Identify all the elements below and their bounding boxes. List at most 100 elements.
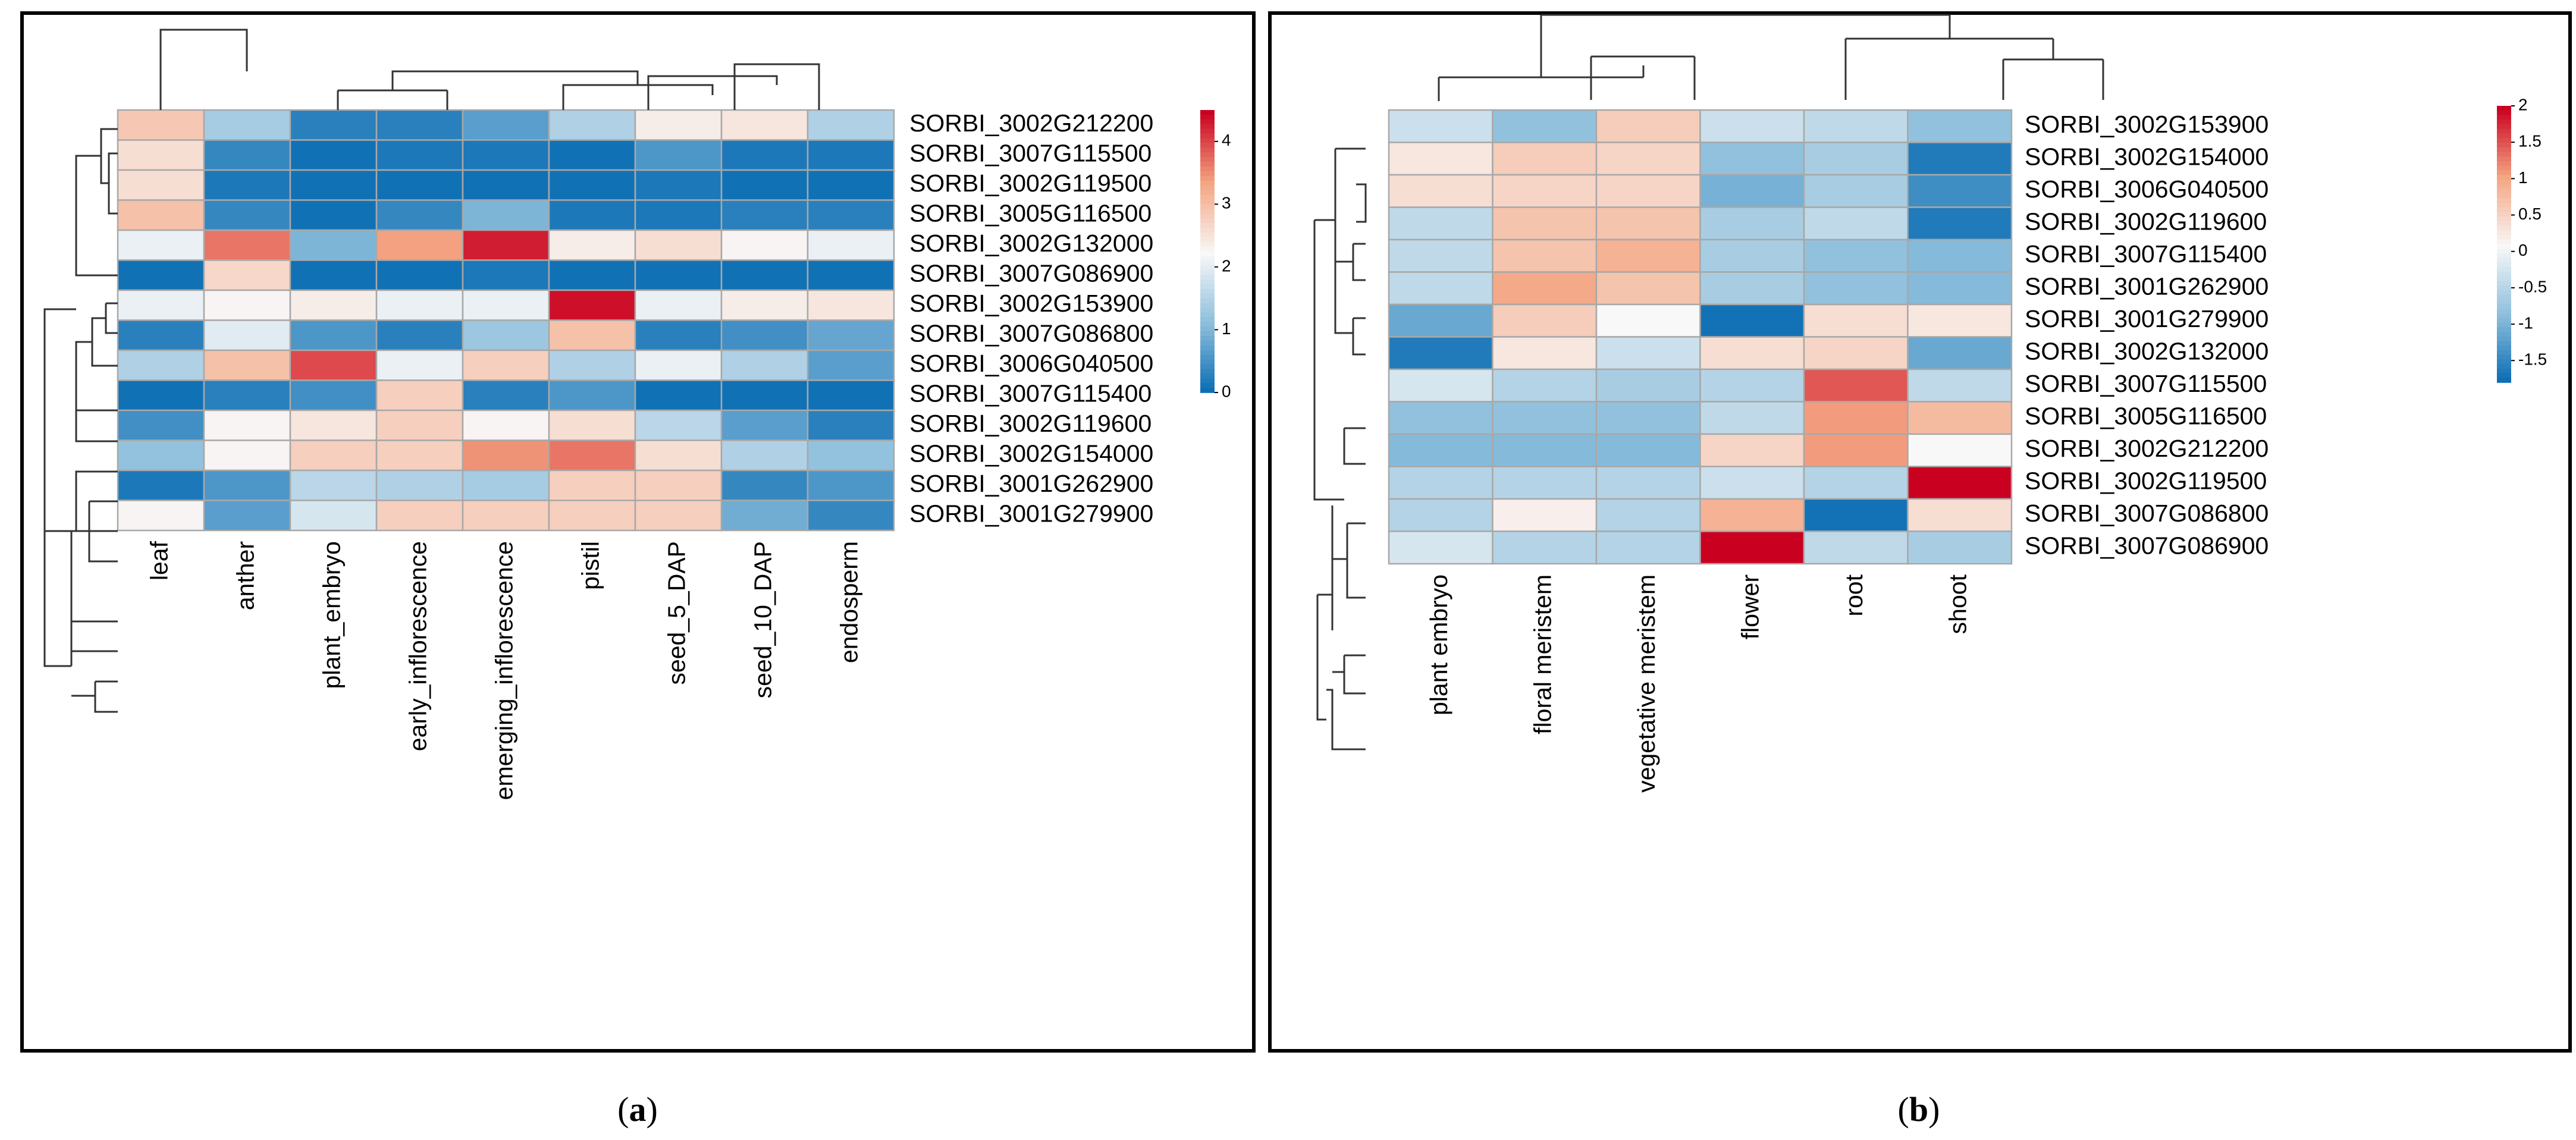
heatmap-cell bbox=[548, 229, 636, 261]
row-label: SORBI_3002G119500 bbox=[2025, 467, 2267, 495]
legend-swatch bbox=[2497, 202, 2511, 208]
heatmap-cell bbox=[462, 349, 550, 381]
legend-swatch bbox=[1200, 209, 1215, 214]
legend-swatch bbox=[2497, 253, 2511, 259]
row-label: SORBI_3007G086800 bbox=[2025, 500, 2268, 527]
row-label: SORBI_3002G212200 bbox=[909, 109, 1153, 137]
row-dendrogram-a bbox=[43, 128, 118, 713]
row-label: SORBI_3007G115500 bbox=[909, 140, 1151, 167]
legend-swatch bbox=[1200, 152, 1215, 158]
legend-swatch bbox=[2497, 184, 2511, 190]
heatmap-cell bbox=[720, 289, 809, 321]
heatmap-cell bbox=[1907, 303, 2013, 338]
row-label: SORBI_3002G154000 bbox=[2025, 143, 2268, 171]
legend-swatch bbox=[1200, 350, 1215, 356]
legend-swatch bbox=[1200, 171, 1215, 177]
legend-swatch bbox=[1200, 119, 1215, 125]
legend-swatch bbox=[2497, 262, 2511, 268]
heatmap-b: SORBI_3002G153900 SORBI_3002G154000 SORBI_… bbox=[1388, 95, 2547, 793]
heatmap-cell bbox=[117, 409, 205, 441]
column-label: anther bbox=[231, 541, 259, 610]
panel-a-frame bbox=[20, 11, 1256, 1053]
legend-swatch bbox=[2497, 239, 2511, 245]
legend-swatch bbox=[2497, 244, 2511, 250]
legend-swatch bbox=[1200, 307, 1215, 313]
legend-swatch bbox=[2497, 373, 2511, 379]
heatmap-cell bbox=[634, 199, 723, 231]
legend-swatch bbox=[1200, 345, 1215, 351]
heatmap-cell bbox=[807, 469, 895, 501]
legend-swatch bbox=[2497, 378, 2511, 383]
heatmap-cell bbox=[375, 409, 464, 441]
heatmap-cell bbox=[634, 439, 723, 472]
legend-swatch bbox=[1200, 256, 1215, 262]
legend-swatch bbox=[1200, 331, 1215, 337]
heatmap-cell bbox=[203, 469, 291, 501]
legend-swatch bbox=[2497, 350, 2511, 356]
legend-swatch bbox=[2497, 309, 2511, 314]
heatmap-cell bbox=[1907, 206, 2013, 241]
heatmap-cell bbox=[203, 439, 291, 472]
legend-swatch bbox=[1200, 223, 1215, 228]
heatmap-cell bbox=[1803, 271, 1909, 306]
heatmap-cell bbox=[375, 469, 464, 501]
legend-swatch bbox=[2497, 133, 2511, 139]
heatmap-cell bbox=[375, 500, 464, 532]
legend-swatch bbox=[2497, 272, 2511, 277]
heatmap-cell bbox=[1803, 238, 1909, 273]
heatmap-cell bbox=[634, 139, 723, 171]
legend-swatch bbox=[2497, 285, 2511, 291]
legend-swatch bbox=[2497, 207, 2511, 213]
heatmap-cell bbox=[807, 409, 895, 441]
heatmap-cell bbox=[1803, 206, 1909, 241]
row-label: SORBI_3007G115400 bbox=[909, 380, 1151, 407]
heatmap-cell bbox=[1595, 530, 1701, 565]
column-dendrogram-b bbox=[1438, 14, 2104, 101]
legend-swatch bbox=[1200, 190, 1215, 196]
heatmap-cell bbox=[1907, 530, 2013, 565]
legend-swatch bbox=[1200, 284, 1215, 290]
heatmap-cell bbox=[1492, 238, 1598, 273]
heatmap-cell bbox=[1699, 303, 1805, 338]
heatmap-cell bbox=[1388, 109, 1493, 143]
legend-swatch bbox=[2497, 170, 2511, 176]
heatmap-cell bbox=[1595, 433, 1701, 467]
legend-tick-label: -0.5 bbox=[2518, 277, 2547, 296]
heatmap-cell bbox=[117, 500, 205, 532]
heatmap-cell bbox=[462, 379, 550, 412]
column-label: flower bbox=[1737, 574, 1764, 639]
heatmap-cell bbox=[117, 199, 205, 231]
legend-swatch bbox=[2497, 152, 2511, 158]
row-label: SORBI_3002G132000 bbox=[2025, 338, 2268, 365]
legend-swatch bbox=[2497, 368, 2511, 374]
legend-swatch bbox=[1200, 298, 1215, 304]
heatmap-cell bbox=[117, 379, 205, 412]
heatmap-cell bbox=[634, 469, 723, 501]
legend-swatch bbox=[1200, 138, 1215, 144]
heatmap-cell bbox=[1388, 271, 1493, 306]
legend-swatch bbox=[2497, 165, 2511, 171]
legend-swatch bbox=[2497, 267, 2511, 272]
heatmap-cell bbox=[375, 349, 464, 381]
heatmap-cell bbox=[1388, 498, 1493, 532]
heatmap-cell bbox=[1699, 271, 1805, 306]
legend-swatch bbox=[1200, 373, 1215, 379]
row-label: SORBI_3005G116500 bbox=[909, 200, 1151, 227]
legend-swatch bbox=[1200, 241, 1215, 247]
caption-a: (a) bbox=[617, 1090, 658, 1129]
legend-tick-label: 3 bbox=[1222, 194, 1231, 212]
heatmap-cell bbox=[1803, 530, 1909, 565]
heatmap-cell bbox=[289, 139, 378, 171]
legend-swatch bbox=[1200, 246, 1215, 252]
column-label: early_inflorescence bbox=[404, 541, 431, 751]
legend-swatch bbox=[1200, 326, 1215, 332]
legend-swatch bbox=[1200, 227, 1215, 233]
column-label: root bbox=[1840, 574, 1868, 616]
legend-swatch bbox=[1200, 369, 1215, 375]
heatmap-cell bbox=[634, 259, 723, 291]
legend-tick-label: 1 bbox=[1222, 319, 1231, 338]
legend-swatch bbox=[1200, 364, 1215, 370]
heatmap-cell bbox=[720, 469, 809, 501]
legend-swatch bbox=[1200, 213, 1215, 219]
heatmap-cell bbox=[1907, 368, 2013, 403]
